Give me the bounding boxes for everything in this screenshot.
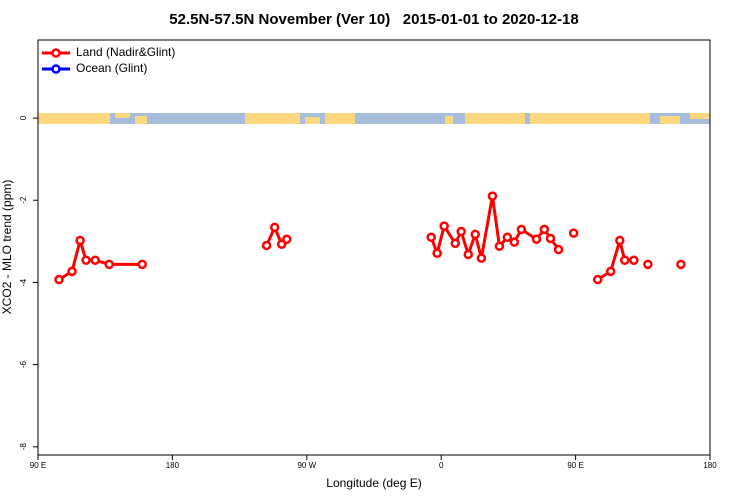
point [531, 234, 542, 245]
x-axis-label: Longitude (deg E) [326, 476, 421, 490]
point [90, 255, 100, 265]
y-tick-label: -2 [19, 196, 28, 204]
map-strip [38, 113, 710, 124]
point [502, 232, 513, 242]
point [450, 238, 460, 249]
x-tick-label: 90 W [297, 461, 316, 470]
legend-marker [51, 48, 61, 58]
point [516, 224, 527, 235]
y-tick-label: -4 [19, 278, 28, 286]
x-tick-label: 90 E [567, 461, 583, 470]
chart-title: 52.5N-57.5N November (Ver 10) 2015-01-01… [169, 11, 578, 28]
point [615, 235, 625, 246]
point [282, 234, 292, 245]
legend-label: Land (Nadir&Glint) [76, 45, 175, 59]
point [269, 222, 280, 233]
point [426, 232, 436, 242]
point [81, 255, 91, 265]
point [463, 249, 473, 260]
legend-label: Ocean (Glint) [76, 61, 147, 75]
point [456, 226, 466, 237]
point [676, 259, 686, 270]
legend-marker [51, 64, 61, 74]
point [439, 221, 449, 231]
point [629, 255, 639, 265]
point [545, 233, 556, 244]
x-tick-label: 90 E [30, 461, 46, 470]
point [643, 259, 653, 270]
point [104, 259, 114, 270]
x-tick-label: 180 [703, 461, 717, 470]
point [494, 241, 505, 252]
y-tick-label: -6 [19, 361, 28, 369]
y-axis-label: XCO2 - MLO trend (ppm) [0, 180, 14, 315]
x-tick-label: 0 [439, 461, 444, 470]
point [261, 240, 272, 251]
point [137, 259, 147, 270]
point [568, 228, 579, 238]
point [619, 255, 630, 265]
point [509, 237, 520, 247]
point [553, 244, 564, 255]
point [54, 274, 64, 285]
y-tick-label: -8 [19, 443, 28, 451]
point [432, 248, 442, 259]
point [67, 266, 77, 277]
point [592, 274, 603, 285]
point [75, 235, 85, 246]
point [470, 229, 480, 240]
line-series [429, 195, 560, 260]
point [487, 191, 498, 201]
point [476, 253, 487, 263]
y-tick-label: 0 [19, 115, 28, 120]
point [539, 224, 550, 235]
plot-frame [37, 39, 711, 456]
x-tick-label: 180 [166, 461, 180, 470]
point [605, 266, 616, 277]
